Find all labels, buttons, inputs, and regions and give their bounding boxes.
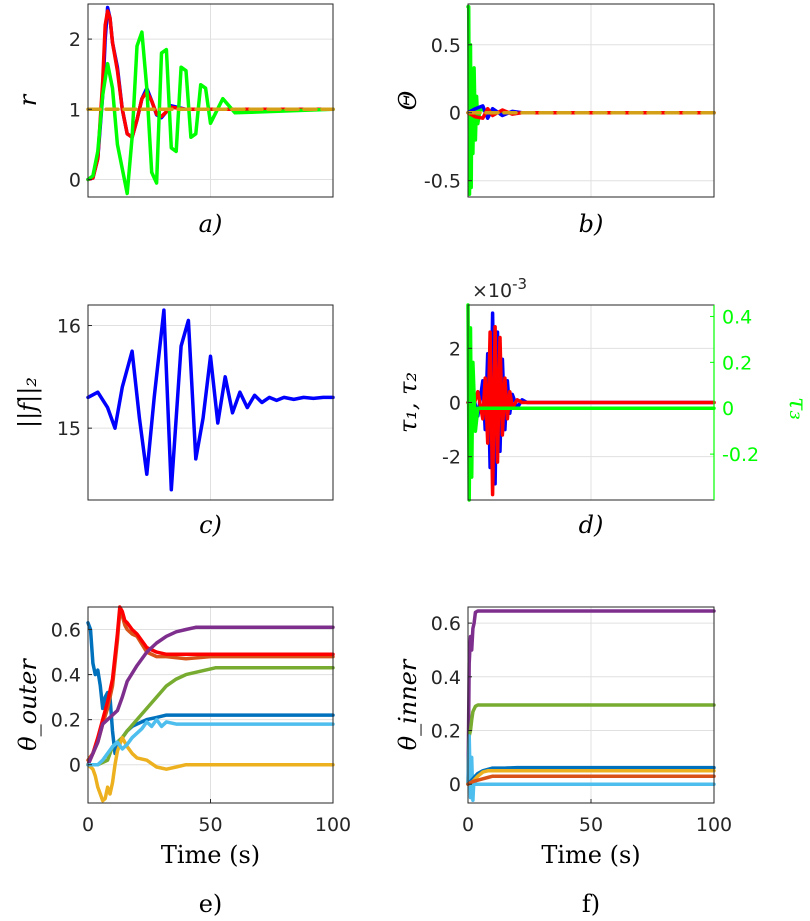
series-line-tau3 [466, 303, 716, 502]
chart-b: -0.5 0 0.5 Θb) [394, 3, 716, 238]
x-axis-label: Time (s) [541, 841, 640, 869]
y-tick-label: 0 [69, 169, 81, 191]
chart-d: -2 0 2 -0.2 0 0.2 0.4 τ₃ ×10-3 τ₁, τ₂ d) [394, 275, 810, 539]
chart-f: 0 0.2 0.4 0.6 0 50 100 θ_inner Time (s) f) [394, 606, 732, 918]
y-tick-label: 0 [449, 393, 461, 415]
x-tick-label: 50 [579, 814, 603, 836]
axes-frame [87, 304, 334, 501]
series-line-outer-3 [86, 605, 335, 767]
y2-tick-label: 0.2 [722, 352, 752, 374]
series-line-force-norm [86, 308, 335, 492]
subplot-caption: a) [199, 210, 223, 238]
series-line-tau2 [466, 324, 716, 497]
y-tick-label: -0.5 [424, 171, 461, 193]
y-axis-label: Θ [394, 90, 422, 110]
y-tick-label: 0.4 [431, 667, 461, 689]
exponent-label: ×10-3 [472, 275, 527, 302]
y-tick-label: 15 [57, 418, 81, 440]
chart-e: 0 0.2 0.4 0.6 0 50 100 θ_outer Time (s) e) [14, 605, 351, 918]
chart-c: 15 16 ||f||₂ c) [14, 304, 335, 539]
y-tick-label: 0 [449, 103, 461, 125]
subplot-caption: e) [199, 890, 223, 918]
y-tick-label: 0.5 [431, 35, 461, 57]
subplot-caption: f) [582, 890, 600, 918]
series-line-inner-4 [466, 765, 716, 786]
series-line-inner-5 [466, 769, 716, 786]
y-tick-label: 0 [69, 755, 81, 777]
x-tick-label: 50 [198, 814, 222, 836]
y-tick-label: 0.6 [51, 620, 81, 642]
y-axis-label: ||f||₂ [14, 377, 43, 428]
y-tick-label: 0.2 [51, 710, 81, 732]
y-axis-label: θ_inner [394, 658, 422, 750]
x-tick-label: 0 [462, 814, 474, 836]
x-tick-label: 0 [82, 814, 94, 836]
y-axis-label: r [14, 93, 42, 106]
y-tick-label: 0.2 [431, 721, 461, 743]
exponent-power: -3 [512, 275, 527, 293]
y-tick-label: 0.6 [431, 613, 461, 635]
subplot-caption: d) [579, 511, 604, 539]
y-tick-label: 2 [449, 338, 461, 360]
series-line-inner-6 [466, 774, 716, 786]
y2-tick-label: -0.2 [722, 444, 759, 466]
y-tick-label: 2 [69, 29, 81, 51]
y2-tick-label: 0.4 [722, 306, 752, 328]
subplot-caption: b) [579, 210, 604, 238]
chart-a: 0 1 2 r a) [14, 3, 335, 238]
x-tick-label: 100 [315, 814, 351, 836]
axes-frame [467, 3, 715, 198]
y2-axis-label: τ₃ [784, 397, 810, 420]
y-tick-label: 0 [449, 774, 461, 796]
y2-tick-label: 0 [722, 398, 734, 420]
y-axis-label: θ_outer [14, 658, 42, 751]
series-line-outer-4 [86, 625, 335, 767]
y-tick-label: 0.4 [51, 665, 81, 687]
y-tick-label: -2 [442, 447, 461, 469]
series-line-inner-1 [466, 609, 716, 786]
subplot-caption: c) [199, 511, 222, 539]
y-tick-label: 1 [69, 99, 81, 121]
x-axis-label: Time (s) [161, 841, 260, 869]
series-line-r3 [86, 30, 335, 196]
series-line-inner-3 [466, 734, 716, 803]
y-axis-label: τ₁, τ₂ [394, 372, 422, 433]
x-tick-label: 100 [696, 814, 732, 836]
series-line-outer-7 [86, 717, 335, 767]
y-tick-label: 16 [57, 316, 81, 338]
series-line-outer-6 [86, 735, 335, 803]
axes-frame [87, 3, 334, 198]
